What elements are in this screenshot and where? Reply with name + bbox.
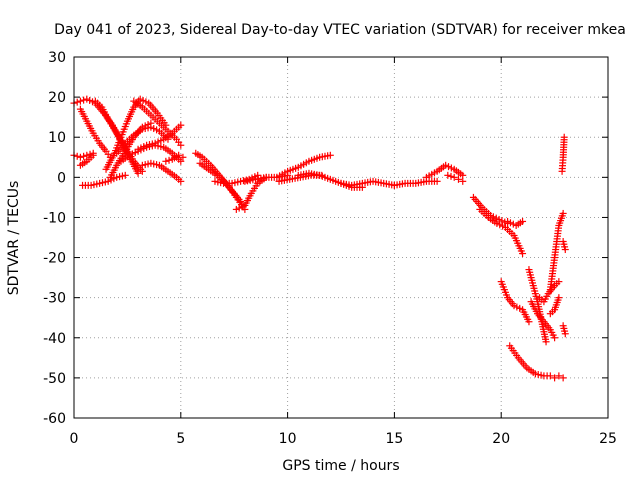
x-tick-label: 5 — [176, 431, 185, 447]
y-tick-label: -60 — [43, 411, 66, 427]
y-tick-label: -50 — [43, 371, 66, 387]
sdtvar-scatter-chart: Day 041 of 2023, Sidereal Day-to-day VTE… — [0, 0, 640, 480]
x-tick-label: 0 — [70, 431, 79, 447]
y-tick-label: -20 — [43, 251, 66, 267]
y-tick-label: -10 — [43, 210, 66, 226]
chart-background — [0, 0, 640, 480]
x-tick-label: 10 — [279, 431, 297, 447]
x-tick-label: 15 — [385, 431, 403, 447]
y-tick-label: 0 — [57, 170, 66, 186]
x-tick-label: 25 — [599, 431, 617, 447]
chart-title: Day 041 of 2023, Sidereal Day-to-day VTE… — [54, 22, 626, 38]
y-tick-label: 30 — [48, 50, 66, 66]
y-tick-label: -30 — [43, 291, 66, 307]
x-axis-title: GPS time / hours — [282, 458, 399, 474]
y-tick-label: -40 — [43, 331, 66, 347]
y-axis-title: SDTVAR / TECUs — [6, 181, 22, 296]
y-tick-label: 10 — [48, 130, 66, 146]
x-tick-label: 20 — [492, 431, 510, 447]
y-tick-label: 20 — [48, 90, 66, 106]
